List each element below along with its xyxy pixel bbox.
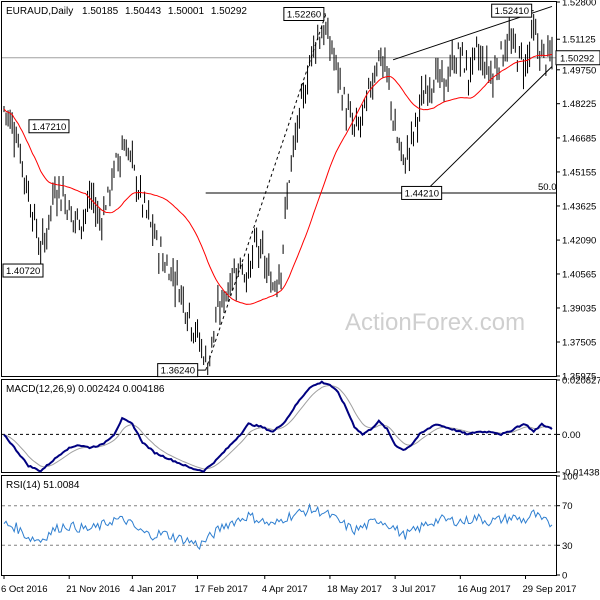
x-tick-label: 16 Aug 2017 bbox=[457, 584, 510, 595]
price-annotation-box bbox=[28, 119, 70, 134]
ohlc-open: 1.50185 bbox=[82, 6, 119, 17]
x-tick-label: 17 Feb 2017 bbox=[195, 584, 248, 595]
price-annotation-box bbox=[157, 363, 199, 378]
price-annotation-label: 1.40720 bbox=[6, 266, 40, 277]
price-y-tick-label: 1.48225 bbox=[562, 99, 596, 110]
price-y-tick-label: 1.42090 bbox=[562, 236, 596, 247]
x-tick-label: 4 Apr 2017 bbox=[262, 584, 308, 595]
price-annotation-label: 1.52260 bbox=[287, 10, 321, 21]
price-annotation-box bbox=[2, 263, 44, 278]
rsi-title: RSI(14) 51.0084 bbox=[6, 480, 80, 491]
x-tick-label: 18 May 2017 bbox=[327, 584, 382, 595]
price-annotation-label: 1.47210 bbox=[32, 122, 66, 133]
ohlc-close: 1.50292 bbox=[211, 6, 248, 17]
x-tick-label: 4 Jan 2017 bbox=[129, 584, 176, 595]
ohlc-low: 1.50001 bbox=[168, 6, 205, 17]
price-annotation-label: 1.36240 bbox=[161, 366, 195, 377]
price-symbol: EURAUD,Daily bbox=[6, 6, 73, 17]
fib-50-label: 50.0 bbox=[538, 182, 557, 193]
price-y-tick-label: 1.52800 bbox=[562, 0, 596, 9]
x-tick-label: 21 Nov 2016 bbox=[66, 584, 120, 595]
price-annotation-label: 1.52410 bbox=[495, 6, 529, 17]
price-title: EURAUD,Daily 1.50185 1.50443 1.50001 1.5… bbox=[6, 6, 247, 17]
price-annotation-label: 1.44210 bbox=[405, 188, 439, 199]
price-y-tick-label: 1.45155 bbox=[562, 167, 596, 178]
price-y-tick-label: 1.49750 bbox=[562, 65, 596, 76]
trendline bbox=[205, 13, 327, 371]
last-price-box bbox=[555, 50, 600, 66]
moving-average-line bbox=[3, 53, 553, 305]
rsi-y-tick-label: 30 bbox=[562, 541, 573, 552]
x-tick-label: 6 Oct 2016 bbox=[1, 584, 47, 595]
watermark: ActionForex.com bbox=[345, 309, 525, 336]
rsi-line bbox=[3, 502, 553, 551]
ohlc-high: 1.50443 bbox=[125, 6, 162, 17]
x-tick-label: 29 Sep 2017 bbox=[523, 584, 577, 595]
macd-title: MACD(12,26,9) 0.002424 0.004186 bbox=[6, 384, 165, 395]
rsi-y-tick-label: 0 bbox=[562, 571, 567, 582]
macd-y-tick-label: 0.020827 bbox=[562, 376, 600, 387]
price-annotation-box bbox=[401, 185, 443, 200]
price-y-tick-label: 1.46685 bbox=[562, 133, 596, 144]
rsi-y-tick-label: 100 bbox=[562, 472, 578, 483]
rsi-panel bbox=[1, 475, 557, 576]
macd-y-tick-label: -0.014386 bbox=[562, 468, 600, 479]
price-y-tick-label: 1.39035 bbox=[562, 303, 596, 314]
price-y-tick-label: 1.51125 bbox=[562, 35, 596, 46]
price-y-tick-label: 1.40565 bbox=[562, 269, 596, 280]
trendline bbox=[423, 66, 553, 194]
price-y-tick-label: 1.35975 bbox=[562, 372, 596, 383]
price-y-tick-label: 1.43625 bbox=[562, 201, 596, 212]
price-annotation-box bbox=[283, 7, 325, 22]
price-annotation-box bbox=[491, 3, 533, 18]
x-tick-label: 3 Jul 2017 bbox=[392, 584, 436, 595]
macd-line bbox=[3, 380, 553, 473]
macd-y-tick-label: 0.00 bbox=[562, 430, 581, 441]
rsi-y-tick-label: 70 bbox=[562, 501, 573, 512]
last-price-label: 1.50292 bbox=[560, 54, 594, 65]
price-y-tick-label: 1.37505 bbox=[562, 337, 596, 348]
